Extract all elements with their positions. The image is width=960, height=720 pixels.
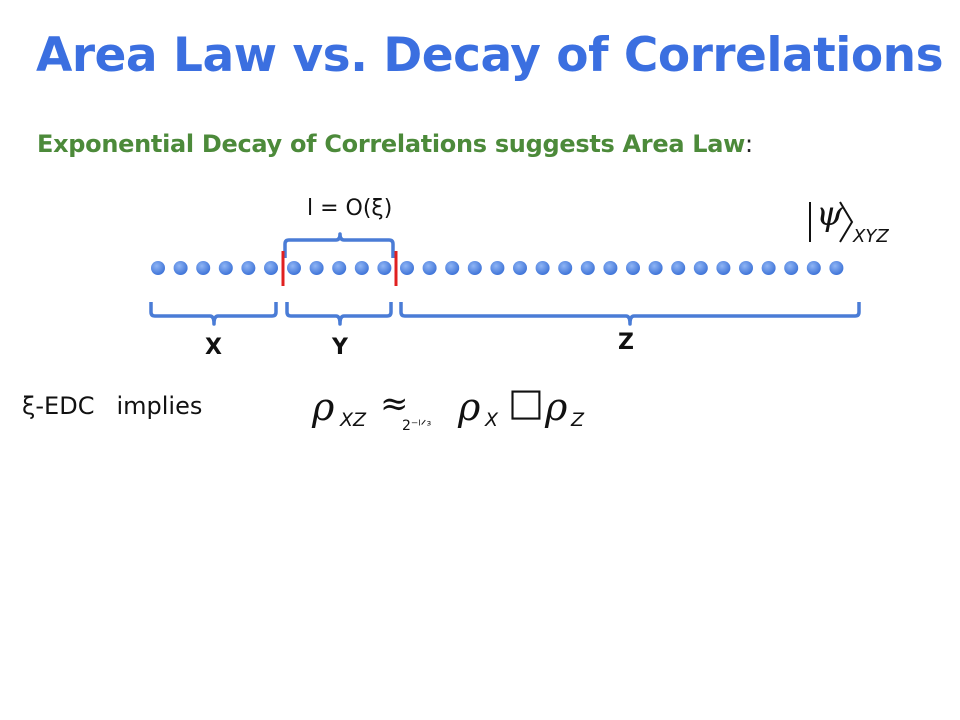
slide-subtitle: Exponential Decay of Correlations sugges… (37, 130, 753, 158)
chain-site-26 (716, 261, 731, 275)
chain-site-15 (467, 261, 482, 275)
subtitle-colon: : (745, 130, 753, 158)
chain-site-28 (761, 261, 776, 275)
chain-site-3 (196, 261, 211, 275)
rho-z: ρ (545, 385, 568, 429)
y-brace (285, 302, 393, 326)
chain-site-2 (173, 261, 188, 275)
chain-site-13 (422, 261, 437, 275)
chain-site-9 (332, 261, 347, 275)
edc-label: ξ-EDC (22, 392, 95, 420)
chain-site-27 (739, 261, 753, 275)
approx-symbol: ≈ (380, 384, 409, 424)
chain-site-6 (264, 261, 278, 275)
ket-psi-xyz (809, 201, 854, 243)
chain-site-12 (400, 261, 414, 275)
implies-line: ξ-EDC implies (22, 392, 202, 420)
chain-site-16 (490, 261, 505, 275)
subtitle-text: Exponential Decay of Correlations sugges… (37, 130, 746, 158)
chain-site-14 (445, 261, 460, 275)
region-length-label: l = O(ξ) (307, 196, 393, 221)
chain-site-25 (693, 261, 708, 275)
chain-site-8 (309, 261, 324, 275)
chain-site-20 (580, 261, 595, 275)
chain-site-31 (829, 261, 844, 275)
rho-x-subscript: X (485, 409, 499, 431)
slide-title: Area Law vs. Decay of Correlations (36, 28, 944, 83)
spin-chain-diagram (149, 232, 861, 326)
chain-sites (151, 261, 844, 275)
rho-x: ρ (458, 385, 481, 429)
implies-word: implies (116, 392, 203, 420)
ket-angle (839, 201, 854, 243)
chain-site-24 (671, 261, 686, 275)
chain-site-7 (287, 261, 301, 275)
chain-site-17 (513, 261, 527, 275)
group-label-z: Z (618, 330, 634, 355)
chain-site-11 (377, 261, 392, 275)
chain-site-23 (648, 261, 663, 275)
chain-site-1 (151, 261, 165, 275)
tensor-missing-glyph: □ (508, 380, 544, 424)
approx-subscript: 2⁻ˡᐟᶟ (402, 418, 432, 434)
chain-site-18 (535, 261, 550, 275)
chain-site-30 (806, 261, 821, 275)
rho-xz-subscript: XZ (340, 409, 367, 431)
chain-site-10 (354, 261, 369, 275)
chain-site-4 (218, 261, 233, 275)
group-label-x: X (205, 335, 222, 360)
z-brace (399, 302, 861, 326)
chain-site-5 (241, 261, 256, 275)
x-brace (149, 302, 278, 326)
rho-z-subscript: Z (571, 409, 585, 431)
chain-site-22 (626, 261, 640, 275)
rho-xz: ρ (312, 385, 335, 429)
ket-psi-symbol: ψ (816, 194, 843, 234)
chain-site-29 (784, 261, 799, 275)
group-label-y: Y (332, 335, 348, 360)
ket-subscript: XYZ (853, 226, 889, 247)
chain-site-21 (603, 261, 618, 275)
chain-site-19 (558, 261, 573, 275)
y-top-brace (283, 232, 395, 258)
